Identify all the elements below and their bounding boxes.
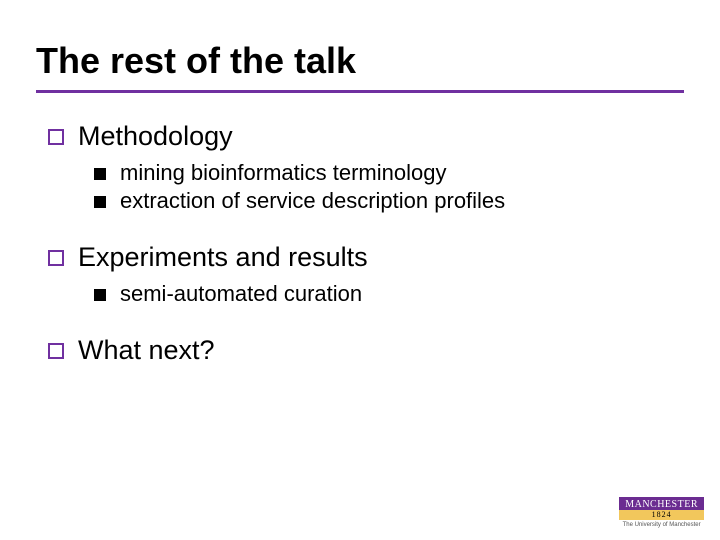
bullet-child-label: semi-automated curation [120, 281, 362, 307]
bullet-level1: What next? [48, 335, 684, 366]
bullet-label: What next? [78, 335, 215, 366]
logo-subtitle: The University of Manchester [619, 522, 704, 528]
square-open-icon [48, 250, 64, 266]
slide: The rest of the talk Methodology mining … [0, 0, 720, 540]
bullet-label: Experiments and results [78, 242, 368, 273]
square-open-icon [48, 343, 64, 359]
slide-title: The rest of the talk [36, 40, 684, 82]
bullet-child-label: extraction of service description profil… [120, 188, 505, 214]
bullet-level1: Methodology [48, 121, 684, 152]
bullet-level2: semi-automated curation [94, 281, 684, 307]
bullet-level2: extraction of service description profil… [94, 188, 684, 214]
square-filled-icon [94, 168, 106, 180]
square-open-icon [48, 129, 64, 145]
bullet-level2: mining bioinformatics terminology [94, 160, 684, 186]
bullet-label: Methodology [78, 121, 233, 152]
square-filled-icon [94, 289, 106, 301]
university-logo: MANCHESTER 1824 The University of Manche… [619, 497, 704, 528]
bullet-children: mining bioinformatics terminology extrac… [94, 160, 684, 214]
bullet-child-label: mining bioinformatics terminology [120, 160, 446, 186]
square-filled-icon [94, 196, 106, 208]
logo-name: MANCHESTER [619, 497, 704, 510]
bullet-children: semi-automated curation [94, 281, 684, 307]
logo-year: 1824 [619, 510, 704, 520]
bullet-level1: Experiments and results [48, 242, 684, 273]
title-underline [36, 90, 684, 93]
